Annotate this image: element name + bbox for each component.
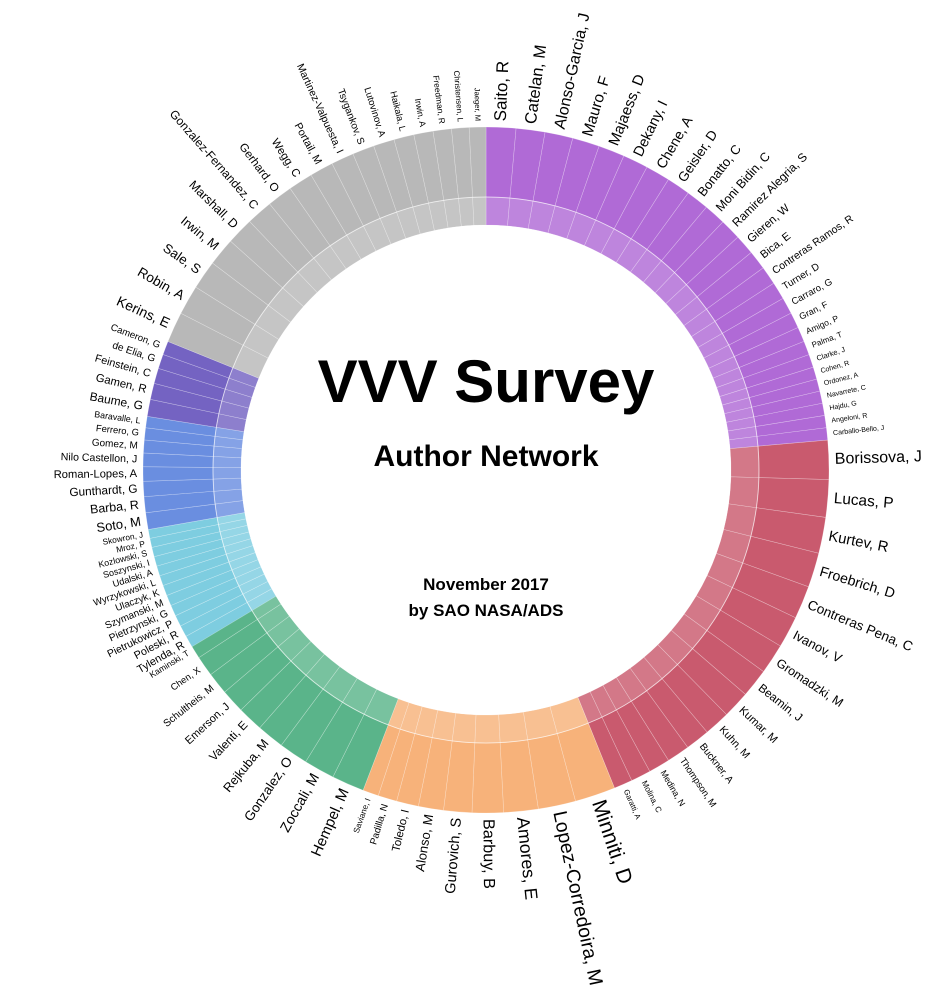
author-slice-inner bbox=[498, 711, 529, 743]
author-slice-inner bbox=[451, 712, 477, 744]
author-slice-inner bbox=[212, 477, 243, 492]
author-label: Ordonez, A bbox=[823, 372, 859, 388]
author-label: Barbuy, B bbox=[480, 819, 498, 889]
author-label: Alonso, M bbox=[412, 813, 436, 872]
author-label: Gurovich, S bbox=[443, 817, 465, 895]
date: November 2017 bbox=[423, 575, 549, 594]
author-label: Padilla, N bbox=[368, 803, 391, 846]
author-label: Portail, M bbox=[292, 121, 324, 167]
author-slice-inner bbox=[728, 476, 760, 509]
author-slice bbox=[471, 742, 504, 814]
author-label: Navarrete, C bbox=[826, 384, 866, 399]
author-label: Haikala, L bbox=[388, 90, 408, 132]
author-label: Irwin, M bbox=[178, 213, 222, 253]
author-label: Angeloni, R bbox=[831, 413, 868, 425]
author-label: Jaeger, M bbox=[473, 88, 483, 122]
author-slice-inner bbox=[212, 467, 242, 480]
author-label: Medina, N bbox=[658, 768, 687, 808]
author-label: Barba, R bbox=[89, 498, 139, 517]
author-label: Froebrich, D bbox=[818, 564, 897, 602]
author-slice bbox=[757, 439, 830, 480]
author-label: Lutovinov, A bbox=[361, 86, 387, 139]
author-slice-inner bbox=[485, 196, 511, 227]
ring-divider bbox=[212, 196, 760, 744]
author-label: Nilo Castellon, J bbox=[61, 451, 138, 465]
author-label: Gomez, M bbox=[91, 438, 138, 452]
title: VVV Survey bbox=[318, 348, 655, 415]
author-label: Minniti, D bbox=[587, 797, 637, 887]
author-label: Cohen, R bbox=[820, 360, 850, 375]
author-label: Beamin, J bbox=[756, 681, 806, 725]
author-label: Kurtev, R bbox=[827, 529, 890, 556]
author-label: Amores, E bbox=[513, 816, 541, 901]
author-label: Hempel, M bbox=[308, 786, 353, 859]
author-label: Borissova, J bbox=[835, 448, 923, 468]
author-label: Robin, A bbox=[135, 264, 188, 303]
author-label: Christensen, L bbox=[452, 70, 465, 123]
author-label: Carballo-Bello, J bbox=[833, 425, 885, 437]
author-label: Gunthardt, G bbox=[69, 482, 138, 500]
author-slice-inner bbox=[212, 456, 242, 468]
author-label: Wegg, C bbox=[269, 137, 303, 180]
author-slice-inner bbox=[729, 445, 760, 478]
author-slice-inner bbox=[474, 714, 501, 744]
author-label: Saito, R bbox=[491, 60, 513, 121]
author-slice-inner bbox=[472, 196, 487, 226]
author-label: Mauro, F bbox=[579, 74, 613, 138]
author-slice bbox=[142, 466, 214, 482]
author-label: Ferrero, G bbox=[95, 422, 139, 438]
credit: by SAO NASA/ADS bbox=[409, 601, 564, 620]
author-label: Saviane, I bbox=[352, 797, 373, 834]
author-label: Hajdu, G bbox=[829, 400, 857, 412]
author-label: Freedman, R bbox=[431, 75, 447, 125]
author-label: Clarke, J bbox=[815, 345, 846, 363]
author-label: Kuhn, M bbox=[717, 724, 752, 761]
author-label: Molina, C bbox=[640, 779, 664, 814]
author-label: Zoccali, M bbox=[278, 771, 323, 835]
center-disc bbox=[241, 225, 731, 715]
subtitle: Author Network bbox=[374, 440, 599, 473]
author-slice-inner bbox=[458, 197, 475, 227]
author-label: Sale, S bbox=[160, 240, 204, 277]
author-label: Catelan, M bbox=[522, 44, 550, 125]
author-label: Lucas, P bbox=[833, 490, 894, 512]
author-label: Kumar, M bbox=[736, 704, 779, 746]
author-label: Roman-Lopes, A bbox=[54, 468, 138, 481]
author-label: Ivanov, V bbox=[791, 627, 845, 666]
author-label: Chen, X bbox=[168, 664, 203, 693]
author-label: Soto, M bbox=[95, 514, 142, 536]
author-label: Irwin, A bbox=[413, 98, 428, 128]
ring bbox=[142, 126, 830, 814]
author-label: Garatti, A bbox=[622, 788, 643, 821]
author-label: Toledo, I bbox=[390, 808, 412, 853]
